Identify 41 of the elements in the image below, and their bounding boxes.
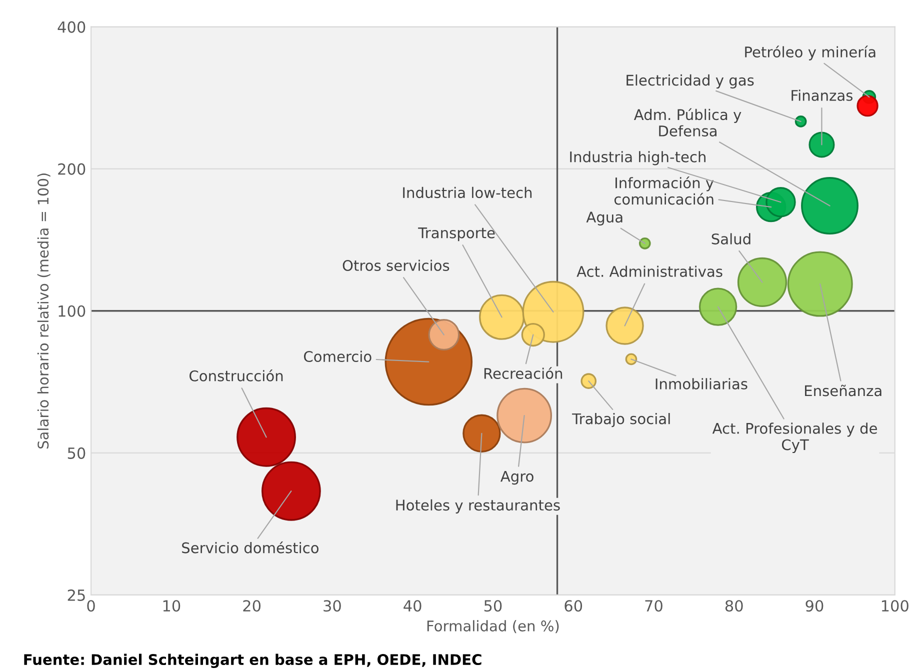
annotation: Hoteles y restaurantes [396,499,560,514]
annotation: Inmobiliarias [656,378,748,390]
x-tick-label: 0 [87,600,95,612]
x-tick-label: 100 [882,600,908,612]
y-axis-title: Salario horario relativo (media = 100) [37,174,50,449]
annotation: Adm. Pública y Defensa [634,108,742,136]
annotation: Comercio [304,350,372,362]
y-tick-label: 100 [58,305,86,317]
y-tick-label: 50 [68,447,86,459]
annotation: Transporte [418,228,495,242]
x-tick-label: 70 [645,600,662,612]
y-tick-label: 25 [68,589,85,601]
annotation: Agro [500,470,534,485]
annotation: Agua [586,212,622,226]
x-axis-title: Formalidad (en %) [427,620,559,634]
annotation: Industria low-tech [403,186,532,198]
annotation: Servicio doméstico [182,541,318,554]
x-tick-label: 20 [243,600,261,612]
x-tick-label: 50 [484,600,502,612]
annotation: Recreación [484,367,562,379]
x-tick-label: 30 [324,600,341,612]
annotation: Salud [712,233,750,244]
annotation: Trabajo social [572,413,670,428]
y-tick-label: 400 [58,21,86,33]
annotation: Industria high-tech [570,151,706,166]
annotation: Electricidad y gas [626,74,754,89]
x-tick-label: 90 [806,600,824,612]
annotation: Información y comunicación [614,176,714,205]
x-tick-label: 10 [163,600,180,612]
annotation: Act. Administrativas [576,266,722,277]
annotation: Act. Profesionales y de CyT [712,422,877,454]
source-note: Fuente: Daniel Schteingart en base a EPH, OEDE, INDEC [24,654,482,668]
x-tick-label: 40 [404,600,422,612]
annotation: Otros servicios [342,260,450,271]
x-tick-label: 60 [564,600,582,612]
x-tick-label: 80 [725,600,743,612]
annotation: Construcción [190,370,283,382]
y-tick-label: 200 [58,163,86,175]
annotation: Petróleo y minería [745,46,876,60]
annotation: Enseñanza [805,384,882,396]
annotation: Finanzas [792,90,853,101]
